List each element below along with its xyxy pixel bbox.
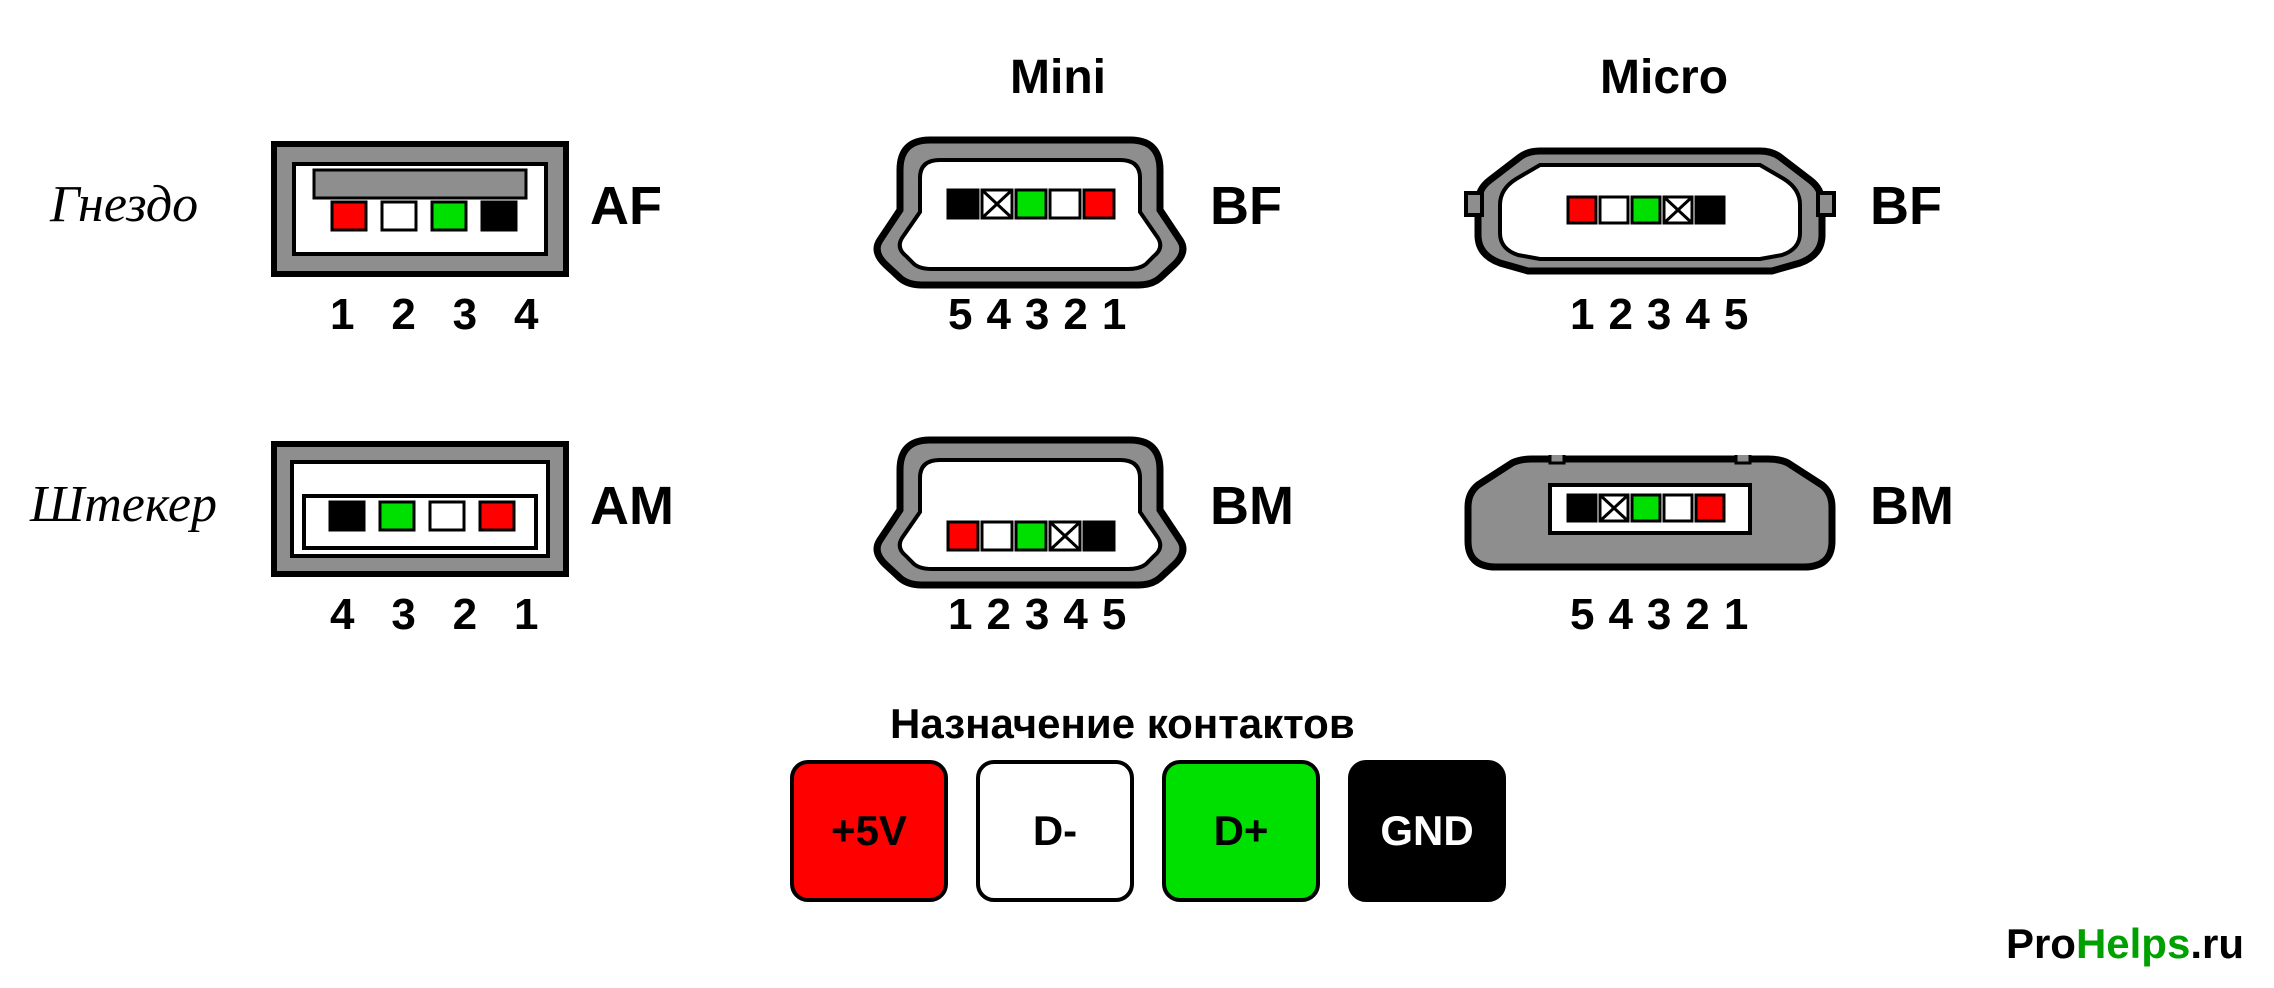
legend-box-5v: +5V bbox=[790, 760, 948, 902]
svg-af bbox=[270, 140, 570, 290]
col-header-mini: Mini bbox=[1010, 50, 1106, 105]
svg-mini-bm bbox=[870, 430, 1190, 590]
connector-micro-bf bbox=[1460, 145, 1840, 275]
pins-mini-bf: 5 4 3 2 1 bbox=[948, 290, 1127, 340]
connector-mini-bm bbox=[870, 430, 1190, 590]
svg-micro-bf bbox=[1460, 145, 1840, 275]
label-mini-bf: BF bbox=[1210, 175, 1282, 237]
label-af: AF bbox=[590, 175, 662, 237]
legend-box-gnd: GND bbox=[1348, 760, 1506, 902]
label-micro-bm: BM bbox=[1870, 475, 1954, 537]
legend-label-dplus: D+ bbox=[1214, 807, 1269, 855]
label-micro-bf: BF bbox=[1870, 175, 1942, 237]
pins-af: 1 2 3 4 bbox=[330, 290, 551, 340]
legend-label-5v: +5V bbox=[831, 807, 907, 855]
connector-mini-bf bbox=[870, 130, 1190, 290]
watermark: ProHelps.ru bbox=[2006, 920, 2244, 968]
pins-micro-bm: 5 4 3 2 1 bbox=[1570, 590, 1749, 640]
pins-am: 4 3 2 1 bbox=[330, 590, 551, 640]
svg-micro-bm bbox=[1460, 455, 1840, 575]
row-label-plug: Штекер bbox=[30, 475, 217, 534]
col-header-micro: Micro bbox=[1600, 50, 1728, 105]
watermark-pre: Pro bbox=[2006, 920, 2076, 967]
watermark-suf: .ru bbox=[2190, 920, 2244, 967]
legend-label-dminus: D- bbox=[1033, 807, 1077, 855]
connector-af bbox=[270, 140, 570, 290]
connector-micro-bm bbox=[1460, 455, 1840, 575]
watermark-mid: Helps bbox=[2076, 920, 2190, 967]
pins-micro-bf: 1 2 3 4 5 bbox=[1570, 290, 1749, 340]
legend-title: Назначение контактов bbox=[890, 700, 1355, 748]
label-am: AM bbox=[590, 475, 674, 537]
legend-box-dplus: D+ bbox=[1162, 760, 1320, 902]
legend-label-gnd: GND bbox=[1380, 807, 1473, 855]
row-label-socket: Гнездо bbox=[50, 175, 198, 234]
legend-box-dminus: D- bbox=[976, 760, 1134, 902]
svg-mini-bf bbox=[870, 130, 1190, 290]
connector-am bbox=[270, 440, 570, 590]
pins-mini-bm: 1 2 3 4 5 bbox=[948, 590, 1127, 640]
svg-am bbox=[270, 440, 570, 590]
label-mini-bm: BM bbox=[1210, 475, 1294, 537]
legend-row: +5V D- D+ GND bbox=[790, 760, 1506, 902]
